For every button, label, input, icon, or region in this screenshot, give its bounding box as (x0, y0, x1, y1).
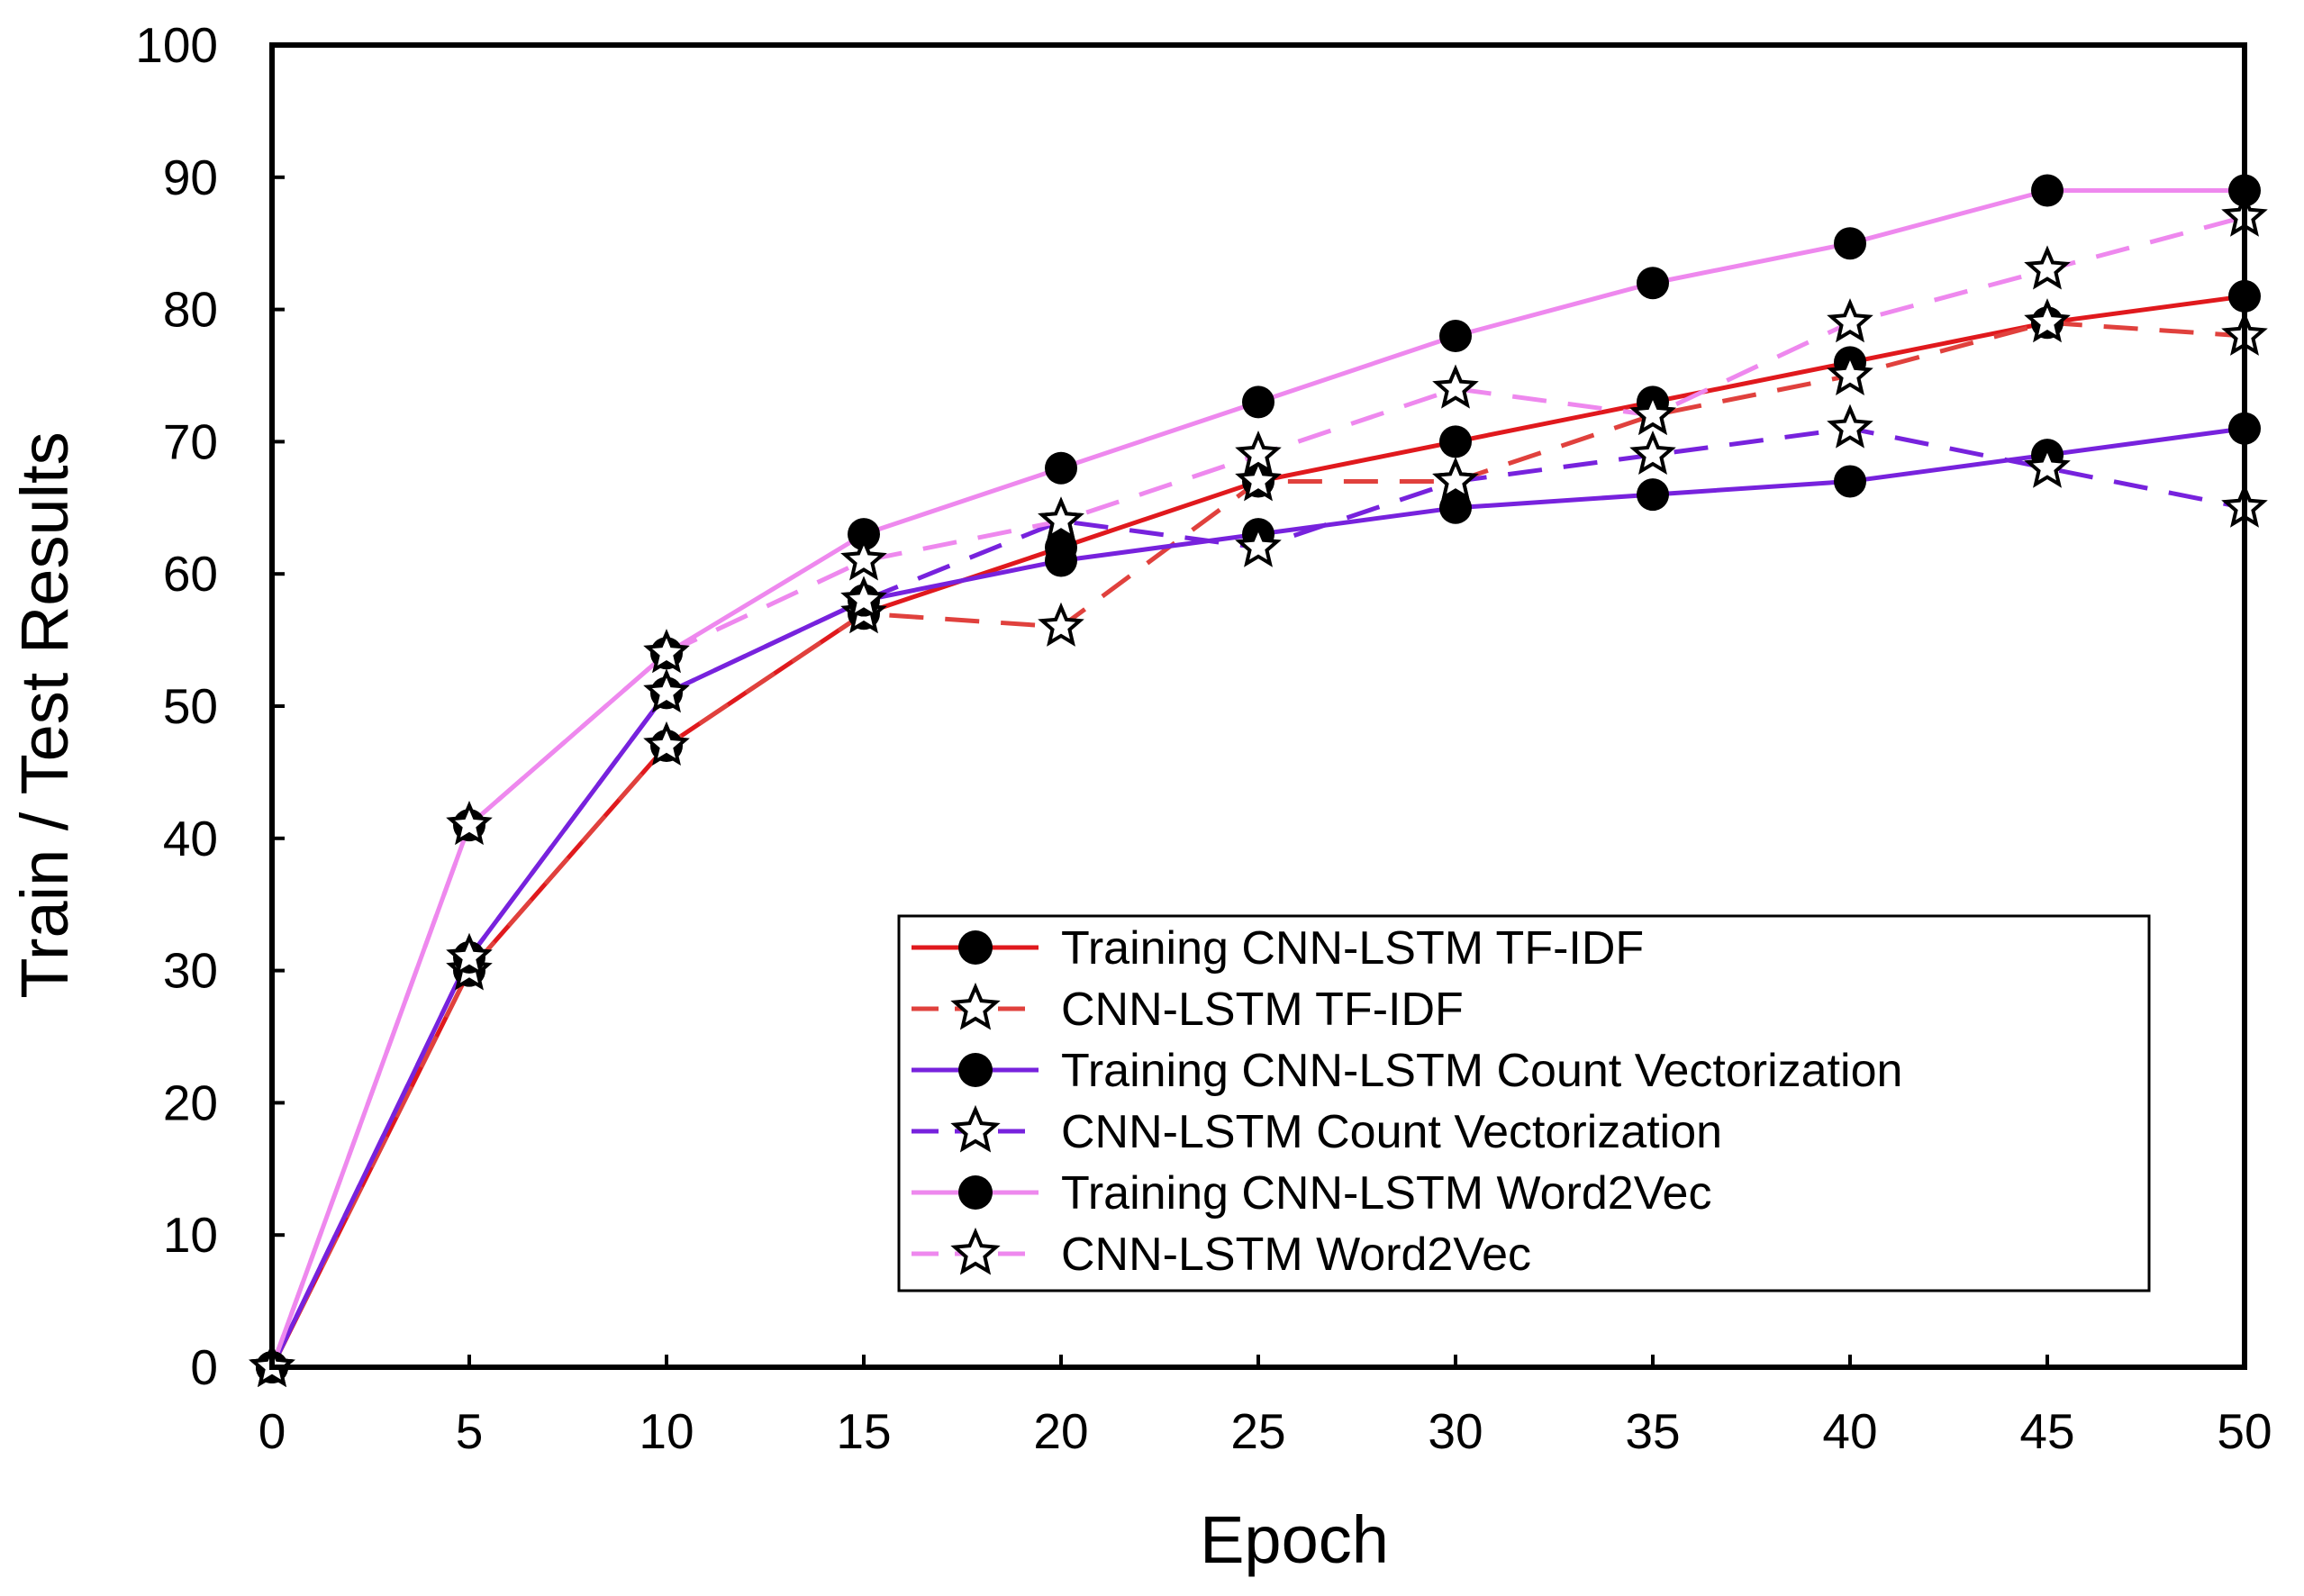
legend-label-cnn-lstm-tf-idf: CNN-LSTM TF-IDF (1061, 984, 1464, 1036)
data-point-cnn-lstm-count-vectorization (1827, 404, 1873, 449)
data-point-cnn-lstm-tf-idf (1235, 457, 1282, 502)
data-point-cnn-lstm-count-vectorization (2024, 443, 2071, 488)
y-axis-title: Train / Test Results (7, 431, 82, 998)
data-point-training-cnn-lstm-count-vectorization (1834, 465, 1866, 498)
data-point-training-cnn-lstm-word2vec (2031, 174, 2064, 207)
data-point-cnn-lstm-word2vec (1827, 298, 1873, 343)
data-point-training-cnn-lstm-word2vec (1242, 385, 1274, 419)
data-point-training-cnn-lstm-count-vectorization (1439, 491, 1472, 524)
y-tick-label: 90 (163, 150, 218, 205)
data-point-training-cnn-lstm-word2vec (848, 518, 880, 551)
data-point-cnn-lstm-tf-idf (1038, 602, 1084, 647)
data-point-cnn-lstm-tf-idf (1827, 350, 1873, 395)
data-point-training-cnn-lstm-word2vec (1834, 227, 1866, 260)
legend-label-cnn-lstm-count-vectorization: CNN-LSTM Count Vectorization (1061, 1106, 1722, 1158)
x-tick-label: 30 (1428, 1403, 1483, 1459)
x-tick-label: 25 (1230, 1403, 1285, 1459)
data-point-cnn-lstm-count-vectorization (643, 668, 690, 713)
data-point-training-cnn-lstm-word2vec (1045, 451, 1077, 485)
y-tick-label: 20 (163, 1075, 218, 1130)
data-point-cnn-lstm-tf-idf (2024, 298, 2071, 343)
legend-marker-training-cnn-lstm-word2vec (958, 1175, 993, 1210)
data-point-cnn-lstm-count-vectorization (1432, 457, 1479, 502)
y-tick-label: 70 (163, 413, 218, 469)
y-tick-label: 100 (135, 17, 218, 73)
legend-box (897, 914, 2151, 1292)
data-point-training-cnn-lstm-word2vec (1439, 319, 1472, 352)
legend-marker-cnn-lstm-count-vectorization (950, 1104, 1001, 1153)
x-tick-label: 5 (456, 1403, 484, 1459)
data-point-cnn-lstm-count-vectorization (446, 932, 493, 977)
legend-label-cnn-lstm-word2vec: CNN-LSTM Word2Vec (1061, 1229, 1531, 1281)
legend-marker-cnn-lstm-tf-idf (950, 982, 1001, 1030)
data-point-cnn-lstm-word2vec (1235, 430, 1282, 476)
legend-marker-training-cnn-lstm-tf-idf (958, 930, 993, 965)
data-point-cnn-lstm-word2vec (2024, 245, 2071, 290)
data-point-cnn-lstm-word2vec (1038, 496, 1084, 541)
legend-marker-cnn-lstm-word2vec (950, 1227, 1001, 1275)
y-tick-label: 50 (163, 678, 218, 734)
legend-marker-training-cnn-lstm-count-vectorization (958, 1053, 993, 1087)
y-tick-label: 0 (190, 1339, 218, 1395)
data-point-cnn-lstm-count-vectorization (1235, 522, 1282, 567)
legend: Training CNN-LSTM TF-IDF CNN-LSTM TF-IDF T… (897, 914, 2151, 1292)
data-point-training-cnn-lstm-count-vectorization (1045, 544, 1077, 577)
y-tick-label: 60 (163, 546, 218, 602)
data-point-cnn-lstm-word2vec (840, 536, 887, 581)
data-point-training-cnn-lstm-tf-idf (1439, 425, 1472, 458)
y-tick-label: 40 (163, 811, 218, 866)
data-point-cnn-lstm-word2vec (446, 800, 493, 846)
x-tick-label: 45 (2019, 1403, 2074, 1459)
x-tick-label: 20 (1033, 1403, 1088, 1459)
x-tick-label: 10 (639, 1403, 694, 1459)
data-point-cnn-lstm-word2vec (1432, 364, 1479, 409)
data-point-training-cnn-lstm-word2vec (1637, 267, 1669, 300)
x-tick-label: 50 (2217, 1403, 2272, 1459)
x-tick-label: 15 (836, 1403, 891, 1459)
x-tick-label: 0 (259, 1403, 286, 1459)
x-axis-title: Epoch (1200, 1502, 1389, 1577)
x-tick-label: 35 (1625, 1403, 1680, 1459)
data-point-cnn-lstm-word2vec (643, 629, 690, 674)
data-point-cnn-lstm-tf-idf (643, 721, 690, 766)
data-point-cnn-lstm-count-vectorization (840, 576, 887, 621)
y-tick-label: 30 (163, 943, 218, 999)
y-tick-label: 80 (163, 282, 218, 338)
y-tick-label: 10 (163, 1207, 218, 1263)
data-point-cnn-lstm-count-vectorization (1629, 430, 1676, 476)
data-point-cnn-lstm-word2vec (1629, 390, 1676, 435)
data-point-training-cnn-lstm-count-vectorization (1637, 478, 1669, 512)
legend-label-training-cnn-lstm-count-vectorization: Training CNN-LSTM Count Vectorization (1061, 1045, 1902, 1097)
legend-label-training-cnn-lstm-word2vec: Training CNN-LSTM Word2Vec (1061, 1167, 1711, 1220)
x-tick-label: 40 (1822, 1403, 1877, 1459)
axes-layer: 0 10 20 30 40 50 60 70 80 90 100 0 5 10 15 20 25 30 35 40 45… (135, 17, 2272, 1459)
legend-label-training-cnn-lstm-tf-idf: Training CNN-LSTM TF-IDF (1061, 922, 1644, 975)
